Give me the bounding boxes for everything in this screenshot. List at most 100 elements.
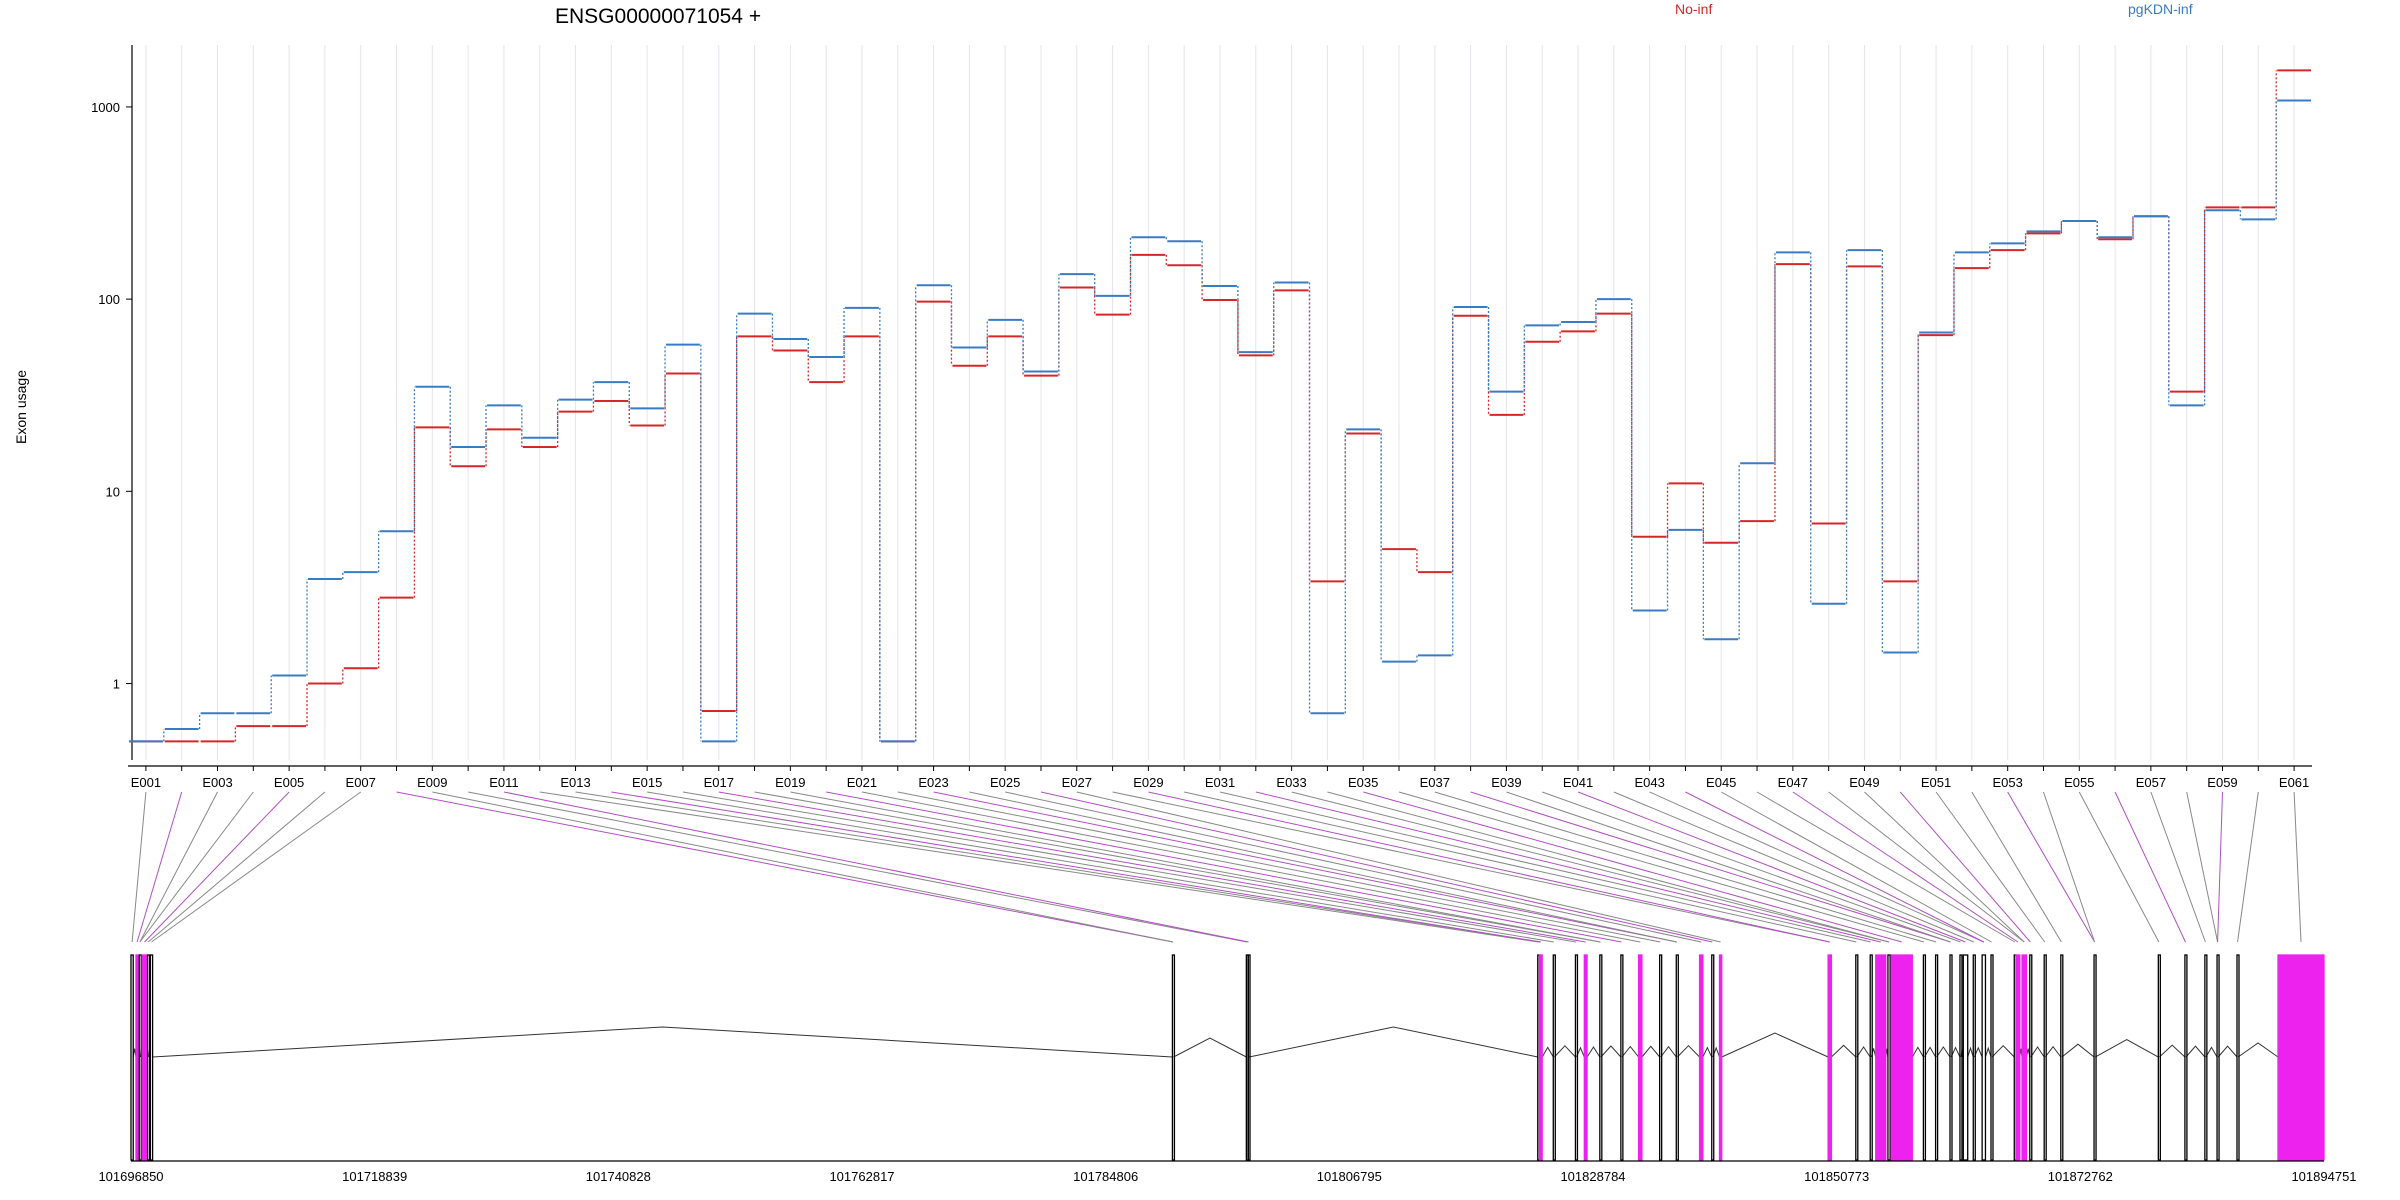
connector-E035 [1363,791,1902,943]
connector-E044 [1685,791,1985,943]
exon-17 [1637,954,1643,1161]
connector-E031 [1219,791,1871,943]
connector-E049 [1864,791,2025,943]
genomic-coordinate-label: 101806795 [1317,1169,1382,1184]
connector-E033 [1291,791,1890,943]
connector-E013 [575,791,1541,943]
exon-35 [1981,954,1987,1161]
connector-E022 [897,791,1661,943]
exon-39 [2021,954,2028,1161]
exon-45 [2184,954,2188,1161]
x-tick-label-E023: E023 [918,775,948,790]
exon-22 [1718,954,1723,1161]
exon-24 [1855,954,1859,1161]
connector-E050 [1899,791,2031,943]
connector-E054 [2043,791,2096,943]
connector-E038 [1470,791,1951,943]
genomic-coordinate-label: 101762817 [829,1169,894,1184]
intron [2061,1043,2095,1058]
intron [1856,1046,1871,1058]
connector-E039 [1506,791,1951,943]
exon-23 [1827,954,1833,1161]
genomic-coordinate-label: 101850773 [1804,1169,1869,1184]
connector-E005 [144,791,290,943]
connector-E047 [1792,791,2019,943]
x-tick-label-E003: E003 [202,775,232,790]
connector-E019 [790,791,1601,943]
connector-E056 [2114,791,2186,943]
exon-47 [2216,954,2220,1161]
intron [152,1026,1173,1058]
connector-E010 [468,791,1247,943]
connector-E041 [1577,791,1966,943]
x-tick-label-E029: E029 [1133,775,1163,790]
connector-E042 [1613,791,1975,943]
exon-12 [1552,954,1556,1161]
connector-E002 [136,791,183,943]
intron [2185,1045,2206,1058]
exon-1 [130,954,134,1161]
exon-43 [2093,954,2097,1161]
connector-E007 [151,791,362,943]
y-axis: 1 10 100 1000 [91,45,133,760]
genomic-coordinate-label: 101872762 [2048,1169,2113,1184]
exon-16 [1620,954,1624,1161]
exon-40 [2029,954,2033,1161]
x-tick-label-E039: E039 [1491,775,1521,790]
connector-E037 [1434,791,1937,943]
connector-E046 [1756,791,2016,943]
exon-18 [1659,954,1663,1161]
series-pgKDN-inf [129,99,2311,743]
exon-7 [1171,954,1176,1161]
genomic-coordinate-label: 101828784 [1560,1169,1625,1184]
x-tick-label-E037: E037 [1420,775,1450,790]
x-tick-label-E051: E051 [1921,775,1951,790]
exon-49 [2277,954,2325,1161]
connector-E053 [2007,791,2096,943]
intron [1600,1045,1622,1058]
exon-34 [1972,954,1976,1161]
connector-E006 [147,791,326,943]
exon-6 [149,954,154,1161]
connector-E014 [611,791,1541,943]
x-tick-label-E017: E017 [704,775,734,790]
x-tick-label-E031: E031 [1205,775,1235,790]
intron [2217,1045,2238,1058]
genomic-coordinate-label: 101718839 [342,1169,407,1184]
connector-E043 [1649,791,1984,943]
intron [2094,1038,2159,1058]
intron [1641,1045,1661,1058]
intron [1984,1046,1992,1058]
connector-E028 [1112,791,1830,943]
intron [1554,1045,1576,1058]
x-tick-label-E013: E013 [560,775,590,790]
x-tick-label-E011: E011 [489,775,518,790]
exon-44 [2157,954,2161,1161]
x-tick-label-E035: E035 [1348,775,1378,790]
exon-31 [1949,954,1953,1161]
x-tick-label-E041: E041 [1563,775,1593,790]
y-axis-label: Exon usage [13,370,29,444]
x-tick-label-E001: E001 [131,775,161,790]
exon-gridlines [145,45,2295,760]
connector-E061 [2293,791,2302,943]
x-tick-label-E025: E025 [990,775,1020,790]
genomic-coordinate-label: 101696850 [98,1169,163,1184]
x-tick-label-E049: E049 [1849,775,1879,790]
x-tick-label-E027: E027 [1062,775,1092,790]
connector-E052 [1971,791,2062,943]
connector-E004 [139,791,254,943]
exon-33 [1962,954,1969,1161]
connector-E055 [2078,791,2160,943]
connector-E058 [2186,791,2219,943]
connector-E003 [139,791,218,943]
intron [1173,1037,1247,1058]
x-tick-label-E043: E043 [1634,775,1664,790]
connector-E025 [1005,791,1702,943]
connector-E060 [2237,791,2259,943]
exon-5 [146,954,151,1161]
exon-15 [1599,954,1603,1161]
x-tick-label-E053: E053 [1992,775,2022,790]
exon-11 [1538,954,1543,1161]
exon-48 [2236,954,2240,1161]
